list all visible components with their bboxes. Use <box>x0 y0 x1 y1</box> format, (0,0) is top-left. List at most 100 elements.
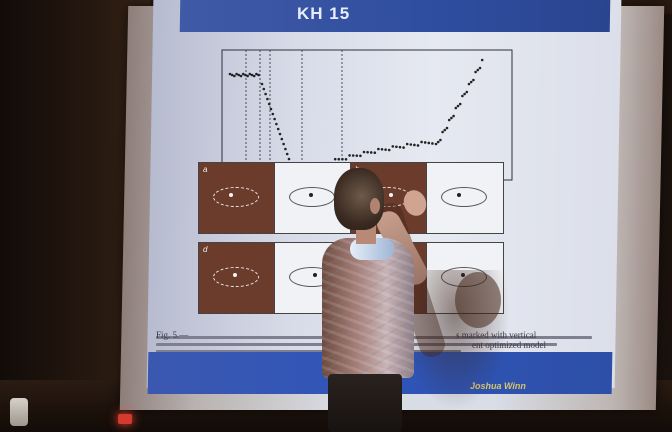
scatter-point <box>257 73 260 77</box>
scatter-point <box>255 72 258 76</box>
scatter-point <box>391 145 395 148</box>
scatter-point <box>230 73 234 77</box>
scatter-point <box>276 127 280 131</box>
scatter-point <box>441 130 444 134</box>
presenter-shirt <box>322 238 414 378</box>
scatter-point <box>269 107 273 111</box>
caption-line <box>156 350 462 353</box>
scatter-point <box>420 140 423 144</box>
scatter-point <box>474 70 477 74</box>
orbit-star-dot <box>309 193 313 197</box>
scatter-point <box>233 74 236 78</box>
scatter-point <box>359 154 362 158</box>
scatter-point <box>472 78 475 82</box>
scatter-point <box>344 158 348 161</box>
scatter-point <box>244 73 247 77</box>
scatter-point <box>282 142 285 146</box>
orbit-star-dot <box>457 193 461 197</box>
scatter-point <box>467 82 471 86</box>
presenter-hand <box>400 187 430 219</box>
panel-label: d <box>203 245 208 254</box>
scatter-point <box>398 145 402 149</box>
scatter-points <box>228 58 484 174</box>
scatter-point <box>237 73 241 77</box>
scatter-point <box>248 72 252 76</box>
scatter-point <box>341 157 344 161</box>
scatter-point <box>431 142 434 145</box>
slide-title: KH 15 <box>297 4 351 23</box>
scatter-point <box>373 151 377 155</box>
orbit-panel: d <box>198 242 276 314</box>
scatter-point <box>439 138 442 142</box>
scatter-point <box>252 74 256 78</box>
scatter-point <box>228 72 232 76</box>
presenter-pants <box>328 374 402 432</box>
scatter-point <box>366 150 369 154</box>
plot-frame <box>221 49 513 181</box>
scatter-point <box>284 147 287 151</box>
scatter-point <box>452 114 455 118</box>
scatter-point <box>337 157 341 161</box>
scatter-point <box>239 74 243 78</box>
scatter-point <box>264 92 267 96</box>
scatter-point <box>387 148 391 152</box>
scatter-point <box>445 126 449 130</box>
scatter-point <box>409 143 413 146</box>
scatter-point <box>395 145 398 149</box>
orbit-ellipse <box>213 267 259 287</box>
scatter-point <box>285 152 289 156</box>
scatter-point <box>351 154 355 157</box>
scatter-point <box>275 122 278 126</box>
scatter-point <box>478 66 482 70</box>
orbit-star-dot <box>389 193 393 197</box>
scatter-point <box>443 128 447 132</box>
scatter-point <box>458 102 462 106</box>
orbit-panel <box>426 162 504 234</box>
scatter-point <box>355 154 359 157</box>
scatter-point <box>246 74 249 78</box>
scatter-point <box>469 80 473 84</box>
scatter-point <box>476 68 480 72</box>
orbit-ellipse <box>213 187 259 207</box>
scatter-point <box>280 137 284 141</box>
scatter-point <box>384 148 387 151</box>
scatter-point <box>447 118 451 122</box>
orbit-ellipse <box>441 187 487 207</box>
orbit-panel: a <box>198 162 276 234</box>
scatter-point <box>423 141 427 144</box>
scatter-point <box>465 90 469 94</box>
scatter-point <box>456 104 460 108</box>
panel-label: a <box>203 165 208 174</box>
scatter-point <box>436 140 440 144</box>
scatter-point <box>463 92 466 96</box>
scatter-point <box>260 82 264 86</box>
light-curve-svg <box>221 49 513 181</box>
scatter-point <box>348 154 351 157</box>
caption-fragment: Fig. 5.— <box>156 330 189 340</box>
orbit-star-dot <box>313 273 317 277</box>
scatter-point <box>450 116 453 120</box>
scatter-point <box>480 58 484 62</box>
scatter-point <box>235 72 238 76</box>
scatter-point <box>402 146 405 149</box>
scatter-point <box>377 147 380 151</box>
scatter-point <box>262 87 266 91</box>
scatter-point <box>250 73 254 77</box>
presenter <box>320 168 432 432</box>
desk-object <box>10 398 28 426</box>
scatter-point <box>427 141 431 145</box>
scatter-point <box>380 148 384 151</box>
scatter-point <box>271 112 275 116</box>
presenter-shadow-head <box>455 272 501 328</box>
scatter-point <box>461 94 464 98</box>
scatter-point <box>278 132 282 136</box>
scatter-point <box>413 143 416 147</box>
scatter-point <box>287 157 291 161</box>
scatter-point <box>416 144 420 147</box>
orbit-star-dot <box>229 193 233 197</box>
presenter-ear <box>370 198 380 214</box>
scatter-point <box>405 142 409 146</box>
slide-title-bar <box>179 0 611 32</box>
scatter-point <box>454 106 458 110</box>
red-indicator-light <box>118 414 132 424</box>
